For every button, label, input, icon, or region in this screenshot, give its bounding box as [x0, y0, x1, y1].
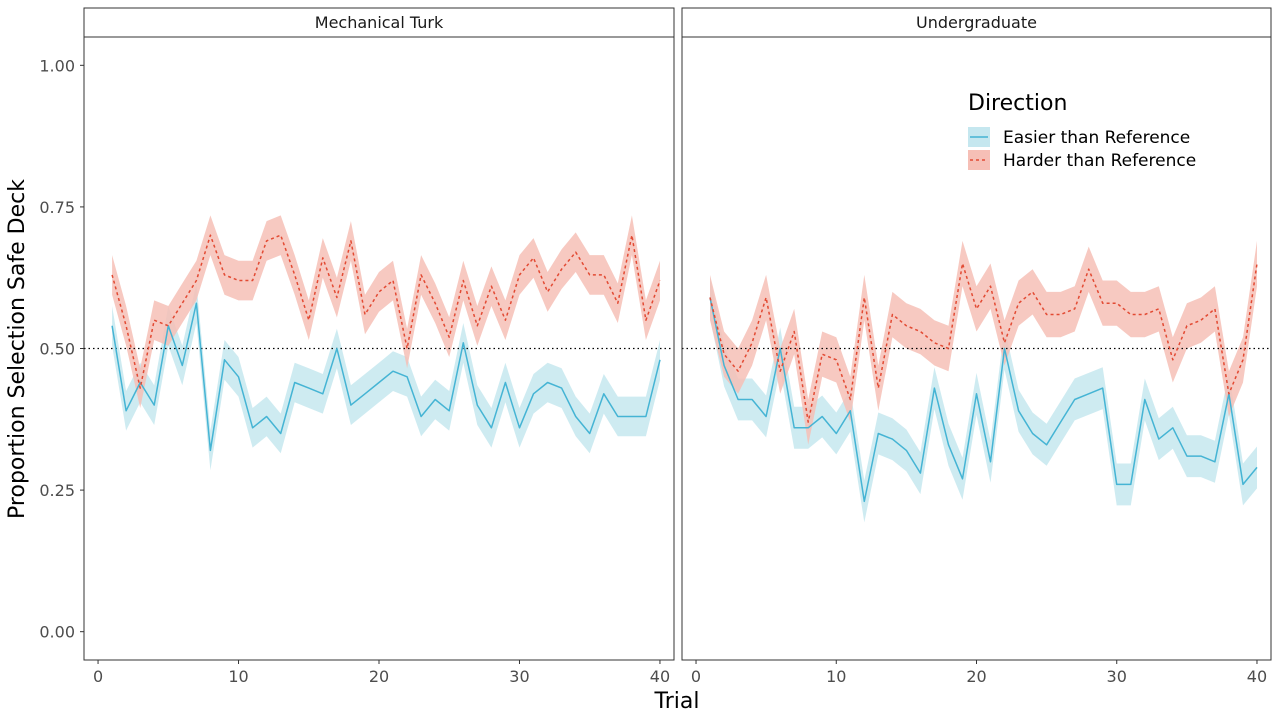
series-line-easier-than-reference — [709, 297, 1258, 503]
x-tick-label: 30 — [1107, 667, 1127, 686]
legend-item-easier-than-reference: Easier than Reference — [968, 127, 1190, 148]
series-line-harder-than-reference — [111, 234, 661, 389]
axes-layer: 0 10 20 30 40 0 10 20 30 40 0.00 0.25 0.50 0.75 1.00 — [39, 56, 1267, 686]
panels-layer: Mechanical Turk Undergraduate — [83, 7, 1272, 661]
legend-entries: Easier than Reference Harder than Referen… — [968, 127, 1196, 171]
legend-item-harder-than-reference: Harder than Reference — [968, 150, 1196, 171]
x-tick-label: 20 — [966, 667, 986, 686]
y-tick-label: 0.25 — [39, 481, 75, 500]
ci-ribbon-easier-than-reference — [710, 276, 1257, 523]
x-tick-label: 20 — [369, 667, 389, 686]
x-tick-label: 40 — [1247, 667, 1267, 686]
strip-label-mechanical-turk: Mechanical Turk — [315, 13, 444, 32]
x-tick-label: 10 — [228, 667, 248, 686]
plot-area-mechanical-turk — [84, 215, 674, 471]
x-tick-label: 0 — [691, 667, 701, 686]
panel-undergraduate: Undergraduate — [681, 7, 1272, 661]
panel-mechanical-turk: Mechanical Turk — [83, 7, 675, 661]
y-tick-label: 0.50 — [39, 340, 75, 359]
legend-title: Direction — [968, 91, 1067, 116]
y-tick-label: 0.00 — [39, 623, 75, 642]
x-tick-label: 0 — [93, 667, 103, 686]
y-tick-label: 0.75 — [39, 198, 75, 217]
y-tick-label: 1.00 — [39, 56, 75, 75]
x-axis-title: Trial — [654, 689, 700, 714]
ci-ribbon-harder-than-reference — [112, 215, 661, 408]
x-tick-label: 30 — [509, 667, 529, 686]
y-axis-title: Proportion Selection Safe Deck — [5, 179, 30, 519]
legend-label-harder-than-reference: Harder than Reference — [1003, 151, 1196, 171]
plot-area-undergraduate — [682, 240, 1271, 523]
series-line-easier-than-reference — [111, 302, 661, 452]
ci-ribbon-harder-than-reference — [710, 240, 1257, 445]
strip-label-undergraduate: Undergraduate — [916, 13, 1037, 32]
legend: Direction Easier than Reference Harder th… — [968, 91, 1196, 171]
legend-label-easier-than-reference: Easier than Reference — [1003, 128, 1190, 148]
x-tick-label: 10 — [826, 667, 846, 686]
strip-mechanical-turk — [83, 7, 675, 38]
x-tick-label: 40 — [650, 667, 670, 686]
